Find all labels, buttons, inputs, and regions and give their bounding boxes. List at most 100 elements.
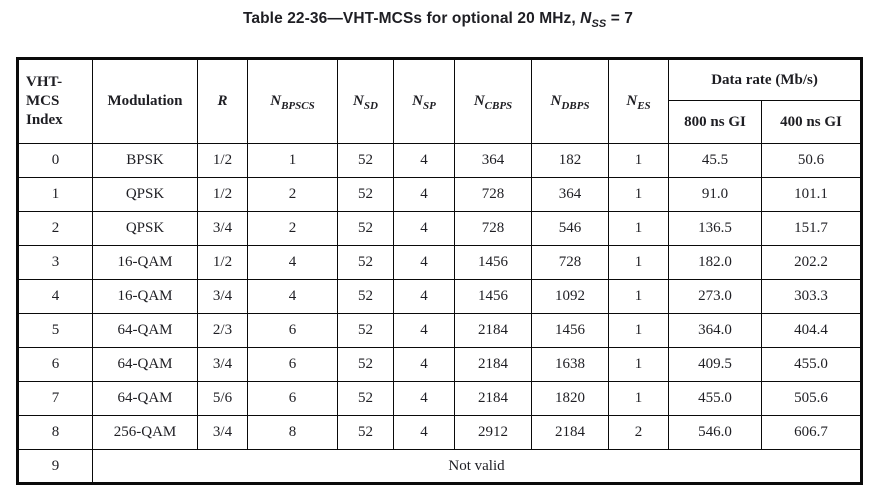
cell-n-sp: 4 [393,313,455,348]
cell-mcs-index: 5 [17,313,93,348]
table-title: Table 22-36—VHT-MCSs for optional 20 MHz… [0,10,876,30]
cell-rate-400ns: 404.4 [760,313,863,348]
cell-n-bpscs: 4 [247,245,338,280]
cell-mcs-index: 7 [17,381,93,416]
cell-modulation: 64-QAM [92,313,198,348]
n-symbol: N [270,93,282,109]
cell-n-bpscs: 6 [247,313,338,348]
cell-n-es: 1 [608,313,669,348]
cell-n-es: 2 [608,415,669,450]
cell-rate-400ns: 606.7 [760,415,863,450]
cell-n-es: 1 [608,177,669,212]
table-row: 6 64-QAM 3/4 6 52 4 2184 1638 1 409.5 455.0 [17,347,863,382]
header-row-top: VHT- MCS Index Modulation R NBPSCS NSD N… [17,58,863,144]
cell-n-cbps: 1456 [454,279,532,314]
cell-n-cbps: 728 [454,177,532,212]
n-subscript: CBPS [484,100,513,112]
table-row: 7 64-QAM 5/6 6 52 4 2184 1820 1 455.0 505.6 [17,381,863,416]
col-header-800ns-gi: 800 ns GI [668,100,762,144]
cell-n-dbps: 1092 [531,279,609,314]
col-header-modulation: Modulation [92,58,198,144]
cell-n-sd: 52 [337,143,394,178]
n-subscript: SD [363,100,378,112]
cell-rate-400ns: 50.6 [760,143,863,178]
cell-mcs-index: 6 [17,347,93,382]
cell-rate-400ns: 202.2 [760,245,863,280]
cell-rate-400ns: 455.0 [760,347,863,382]
cell-n-es: 1 [608,279,669,314]
cell-rate-800ns: 91.0 [668,177,762,212]
table-row: 1 QPSK 1/2 2 52 4 728 364 1 91.0 101.1 [17,177,863,212]
cell-r: 1/2 [197,177,248,212]
col-header-400ns-gi: 400 ns GI [760,100,863,144]
n-symbol: N [353,93,364,109]
cell-r: 3/4 [197,347,248,382]
cell-rate-800ns: 182.0 [668,245,762,280]
cell-rate-800ns: 364.0 [668,313,762,348]
r-symbol: R [217,93,228,109]
cell-rate-800ns: 546.0 [668,415,762,450]
cell-n-es: 1 [608,347,669,382]
cell-n-bpscs: 6 [247,381,338,416]
cell-rate-400ns: 151.7 [760,211,863,246]
col-header-n-bpscs: NBPSCS [247,58,338,144]
header-row-sub: 800 ns GI 400 ns GI [18,100,863,144]
cell-n-dbps: 546 [531,211,609,246]
n-subscript: SP [423,100,436,112]
cell-n-cbps: 728 [454,211,532,246]
cell-mcs-index: 8 [17,415,93,450]
cell-n-sp: 4 [393,347,455,382]
cell-n-sp: 4 [393,211,455,246]
cell-mcs-index: 3 [17,245,93,280]
cell-n-sd: 52 [337,313,394,348]
n-symbol: N [626,93,638,109]
cell-r: 1/2 [197,245,248,280]
cell-not-valid: Not valid [91,449,863,484]
cell-modulation: BPSK [92,143,198,178]
cell-n-sp: 4 [393,143,455,178]
cell-n-dbps: 728 [531,245,609,280]
cell-n-dbps: 182 [531,143,609,178]
cell-n-sp: 4 [393,177,455,212]
cell-rate-400ns: 303.3 [760,279,863,314]
cell-modulation: QPSK [92,211,198,246]
table-title-text: Table 22-36—VHT-MCSs for optional 20 MHz… [242,10,581,27]
col-header-n-es: NES [608,58,669,144]
cell-n-bpscs: 6 [247,347,338,382]
cell-n-cbps: 2184 [454,313,532,348]
cell-r: 3/4 [197,211,248,246]
cell-n-cbps: 364 [454,143,532,178]
table-row: 0 BPSK 1/2 1 52 4 364 182 1 45.5 50.6 [17,143,863,178]
cell-n-sd: 52 [337,211,394,246]
cell-modulation: 16-QAM [92,245,198,280]
cell-rate-800ns: 45.5 [668,143,762,178]
cell-mcs-index: 2 [17,211,93,246]
cell-n-cbps: 2184 [454,381,532,416]
table-row: 9 Not valid [17,449,863,484]
cell-n-bpscs: 8 [247,415,338,450]
cell-rate-800ns: 455.0 [668,381,762,416]
col-header-n-sd: NSD [337,58,394,144]
cell-n-sd: 52 [337,279,394,314]
cell-n-sd: 52 [337,415,394,450]
table-row: 5 64-QAM 2/3 6 52 4 2184 1456 1 364.0 404.4 [17,313,863,348]
cell-modulation: 64-QAM [92,381,198,416]
cell-n-dbps: 1638 [531,347,609,382]
cell-modulation: 256-QAM [92,415,198,450]
cell-n-sp: 4 [393,415,455,450]
col-header-vht-mcs-index: VHT- MCS Index [17,58,93,144]
cell-mcs-index: 4 [17,279,93,314]
cell-r: 2/3 [197,313,248,348]
table-row: 3 16-QAM 1/2 4 52 4 1456 728 1 182.0 202.2 [17,245,863,280]
cell-r: 3/4 [197,415,248,450]
col-header-n-sp: NSP [393,58,455,144]
cell-r: 1/2 [197,143,248,178]
cell-mcs-index: 1 [17,177,93,212]
cell-rate-400ns: 505.6 [760,381,863,416]
cell-n-sp: 4 [393,279,455,314]
nss-symbol: N [580,10,592,27]
table-row: 2 QPSK 3/4 2 52 4 728 546 1 136.5 151.7 [17,211,863,246]
cell-mcs-index: 9 [17,449,93,484]
vht-mcs-table: VHT- MCS Index Modulation R NBPSCS NSD N… [16,57,864,485]
